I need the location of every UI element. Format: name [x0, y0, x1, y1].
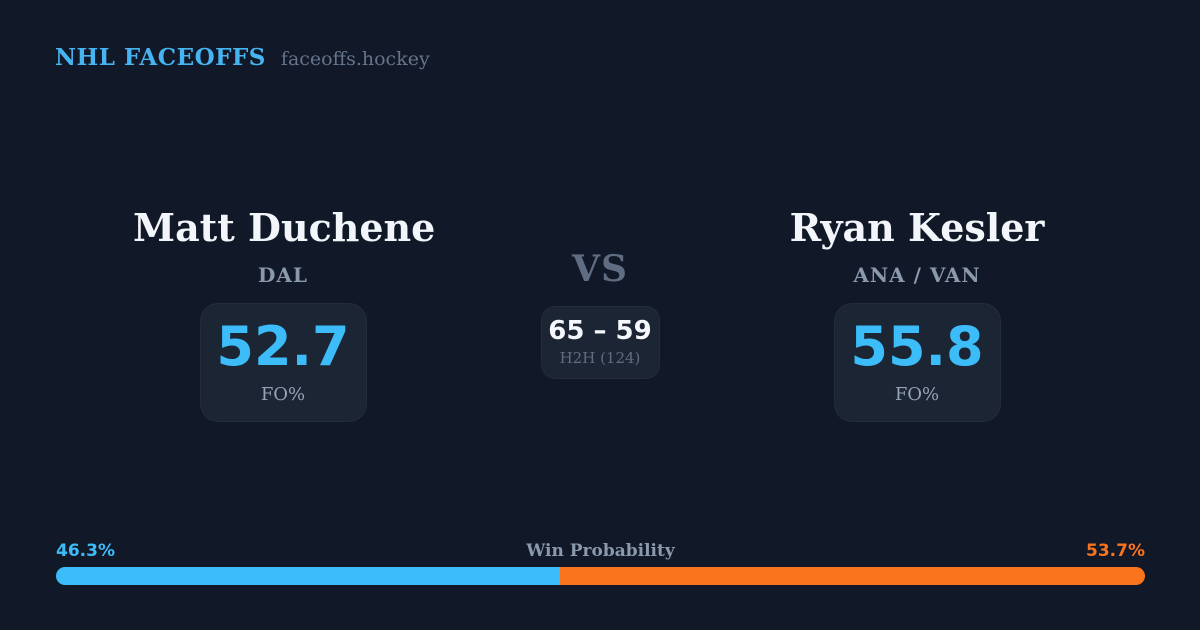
player-right-stat-card: 55.8 FO%: [833, 302, 1001, 422]
h2h-score: 65 – 59: [548, 316, 652, 347]
win-probability-left-pct: 46.3%: [56, 541, 115, 561]
vs-label: VS: [572, 248, 628, 290]
site-url: faceoffs.hockey: [280, 48, 430, 70]
win-bar-left-segment: [56, 567, 561, 585]
player-right-name: Ryan Kesler: [789, 205, 1045, 250]
player-right-fo-pct: 55.8: [850, 314, 984, 378]
player-left-name: Matt Duchene: [133, 205, 436, 250]
player-right-column: Ryan Kesler ANA / VAN 55.8 FO%: [767, 205, 1067, 422]
player-left-fo-pct: 52.7: [216, 314, 350, 378]
brand-logo: NHL FACEOFFS: [55, 44, 266, 71]
header: NHL FACEOFFS faceoffs.hockey: [55, 44, 430, 71]
h2h-label: H2H (124): [559, 348, 641, 367]
win-probability-bar: [56, 567, 1145, 585]
player-left-stat-label: FO%: [260, 383, 306, 405]
player-left-column: Matt Duchene DAL 52.7 FO%: [133, 205, 436, 422]
player-left-team: DAL: [258, 262, 308, 287]
vs-column: VS 65 – 59 H2H (124): [450, 248, 750, 379]
win-bar-right-segment: [560, 567, 1145, 585]
win-probability-right-pct: 53.7%: [1086, 541, 1145, 561]
player-left-stat-card: 52.7 FO%: [199, 302, 367, 422]
win-probability-title: Win Probability: [526, 541, 675, 561]
player-right-team: ANA / VAN: [853, 262, 981, 287]
win-probability-labels: 46.3% Win Probability 53.7%: [56, 541, 1145, 563]
h2h-card: 65 – 59 H2H (124): [540, 305, 660, 379]
player-right-stat-label: FO%: [894, 383, 940, 405]
